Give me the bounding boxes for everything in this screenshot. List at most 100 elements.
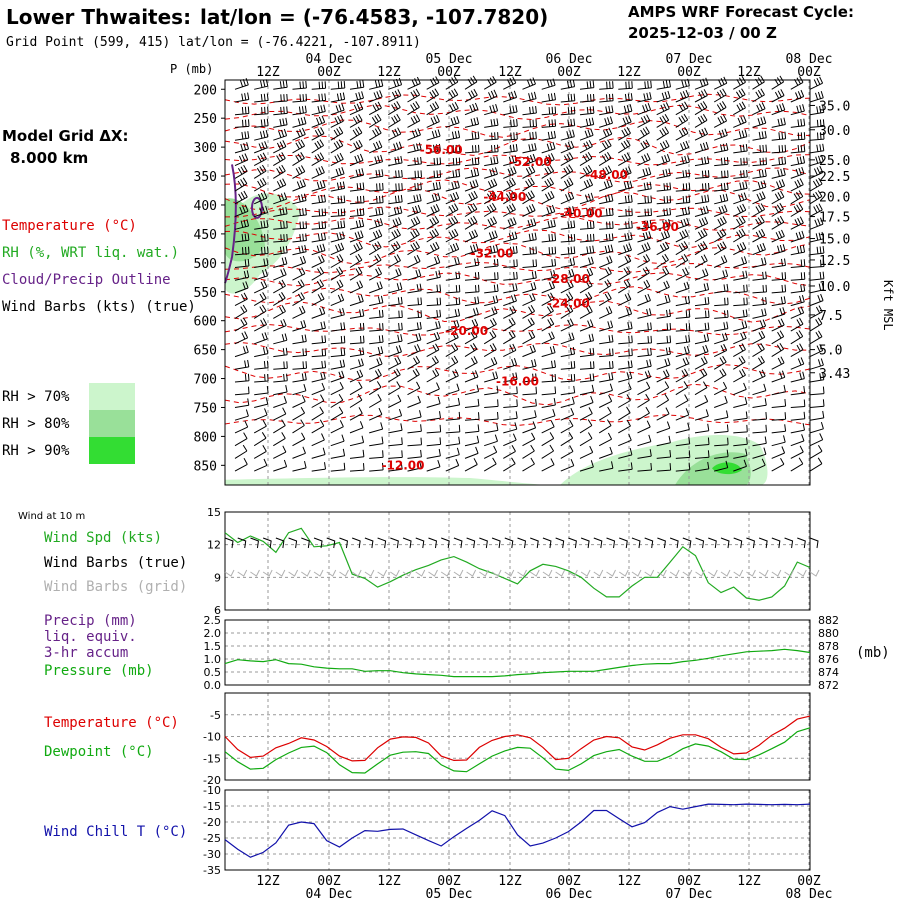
height-tick-label: 7.5 [819,309,842,324]
wind-barb [809,90,824,103]
wind-barb [771,190,785,205]
wind-barb [637,266,650,281]
wind-barb [311,292,325,307]
pressure-tick-label: 878 [818,640,839,653]
wind-barb [560,318,574,332]
wind-barb [694,101,708,116]
wind-barb [560,177,574,192]
wind-barb [445,180,460,192]
wind-barb [349,369,364,383]
wind-barb [809,317,823,332]
height-tick-label: 17.5 [819,211,850,226]
pressure-tick-label: 650 [194,344,217,359]
wind-barb [541,398,556,408]
wind-barb [273,164,286,179]
wind-barb [503,144,518,154]
wind-barb [503,166,517,179]
bottom-date-label: 08 Dec [786,887,833,900]
wind-barb [713,88,727,103]
wind-barb [599,461,614,472]
wind-barb [809,410,825,421]
wind-barb [618,232,633,243]
wind-barb [618,321,633,332]
wind-barb [311,394,325,408]
surface-wind-barb-grid [351,569,362,577]
wind-barb [752,102,766,116]
bottom-hour-label: 00Z [437,874,461,889]
wind-barb [311,139,325,154]
wind-barb [330,370,345,383]
wind-barb [560,445,574,459]
wind-barb [254,408,268,421]
wind-barb [234,233,250,243]
wind-barb [311,104,326,116]
wind-barb [733,284,748,294]
wind-barb [292,267,306,281]
wind-barb [349,335,365,345]
legend-precip-3: 3-hr accum [44,645,128,661]
wind-barb [311,93,327,103]
wind-barb [483,202,497,217]
wind-barb [388,423,403,434]
wind-barb [752,369,766,383]
wind-barb [349,381,363,396]
legend-rh: RH (%, WRT liq. wat.) [2,245,179,261]
bottom-date-label: 05 Dec [426,887,473,900]
wind-barb [311,406,324,421]
temperature-contour-label: -52.00 [509,155,552,169]
height-tick-label: 12.5 [819,254,850,269]
wind-barb [579,305,593,319]
wind-barb [426,368,440,383]
wind-barb [254,258,269,268]
wind-barb [234,78,249,90]
wind-barb [790,259,806,268]
wind-barb [599,179,613,192]
wind-barb [598,127,613,141]
wind-barb [713,76,728,90]
wind-barb [752,75,765,90]
rh-shade-surface [225,477,550,485]
wind-barb [694,282,710,294]
windchill-panel-tick-label: -25 [203,832,221,845]
wind-barb [484,156,499,167]
wind-barb [809,433,824,447]
wind-barb [484,272,499,281]
wind-barb [522,91,537,103]
wind-barb [503,245,518,256]
wind-barb [234,317,248,332]
wind-barb [714,321,729,332]
wind-barb [254,246,269,256]
pressure-tick-label: 200 [194,83,217,98]
wind-barb [349,139,363,154]
surface-wind-barb-true [415,537,425,549]
wind-barb [541,386,557,396]
wind-barb [675,183,691,192]
wind-barb [675,334,691,345]
wind-barb [656,449,672,459]
wind-barb [656,381,670,396]
wind-barb [388,217,402,230]
wind-barb [790,166,805,179]
wind-barb [503,411,518,421]
wind-barb [273,279,286,294]
wind-barb [369,195,384,205]
wind-barb [714,269,729,281]
wind-barb [675,408,690,421]
wind-barb [598,165,613,179]
wind10-panel-tick-label: 12 [207,539,221,552]
wind-barb [637,80,652,90]
wind-barb [503,445,516,459]
wind-barb [388,322,403,332]
wind-barb [503,372,518,383]
wind-barb [254,220,269,230]
wind-barb [694,182,710,192]
wind-barb [464,330,478,345]
wind-barb [234,444,248,459]
wind-barb [464,318,479,332]
wind-barb [503,259,518,268]
wind-barb [637,370,652,383]
wind-barb [713,255,728,268]
wind-barb [484,167,498,179]
wind-barb [234,190,248,205]
wind-barb [464,88,478,103]
